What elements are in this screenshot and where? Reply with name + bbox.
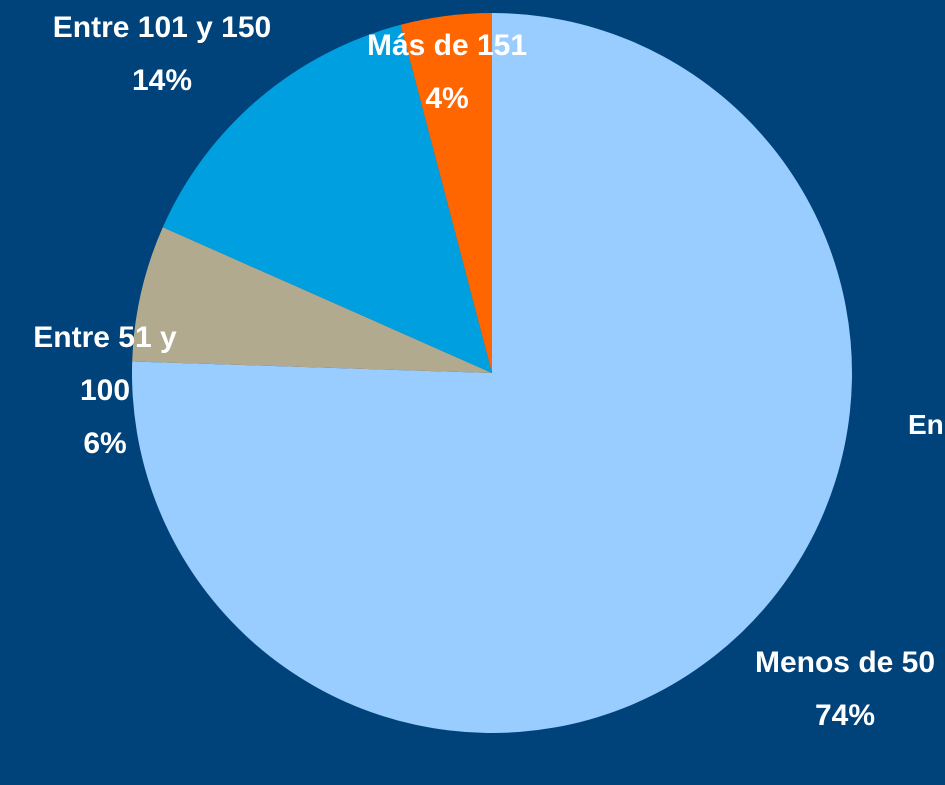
category-label: Más de 151 [366, 29, 528, 62]
pie-slice [132, 227, 492, 373]
slice-label: Menos de 50 74% [735, 636, 945, 742]
value-label: 4% [425, 82, 469, 115]
value-label: 6% [83, 427, 127, 460]
pie-slice [400, 13, 492, 373]
slice-label: Entre 51 y 100 6% [5, 311, 205, 470]
category-label: Menos de 50 [754, 646, 936, 679]
category-label: Entre 101 y 150 [52, 11, 272, 44]
value-label: 74% [814, 699, 876, 732]
slice-label: Entre 101 y 150 14% [52, 1, 272, 107]
value-label: 14% [131, 64, 193, 97]
pie-slice [162, 24, 492, 373]
category-label: Entre 51 y 100 [33, 321, 177, 407]
annotation: En [908, 409, 944, 440]
slice-label: Más de 151 4% [317, 19, 577, 125]
